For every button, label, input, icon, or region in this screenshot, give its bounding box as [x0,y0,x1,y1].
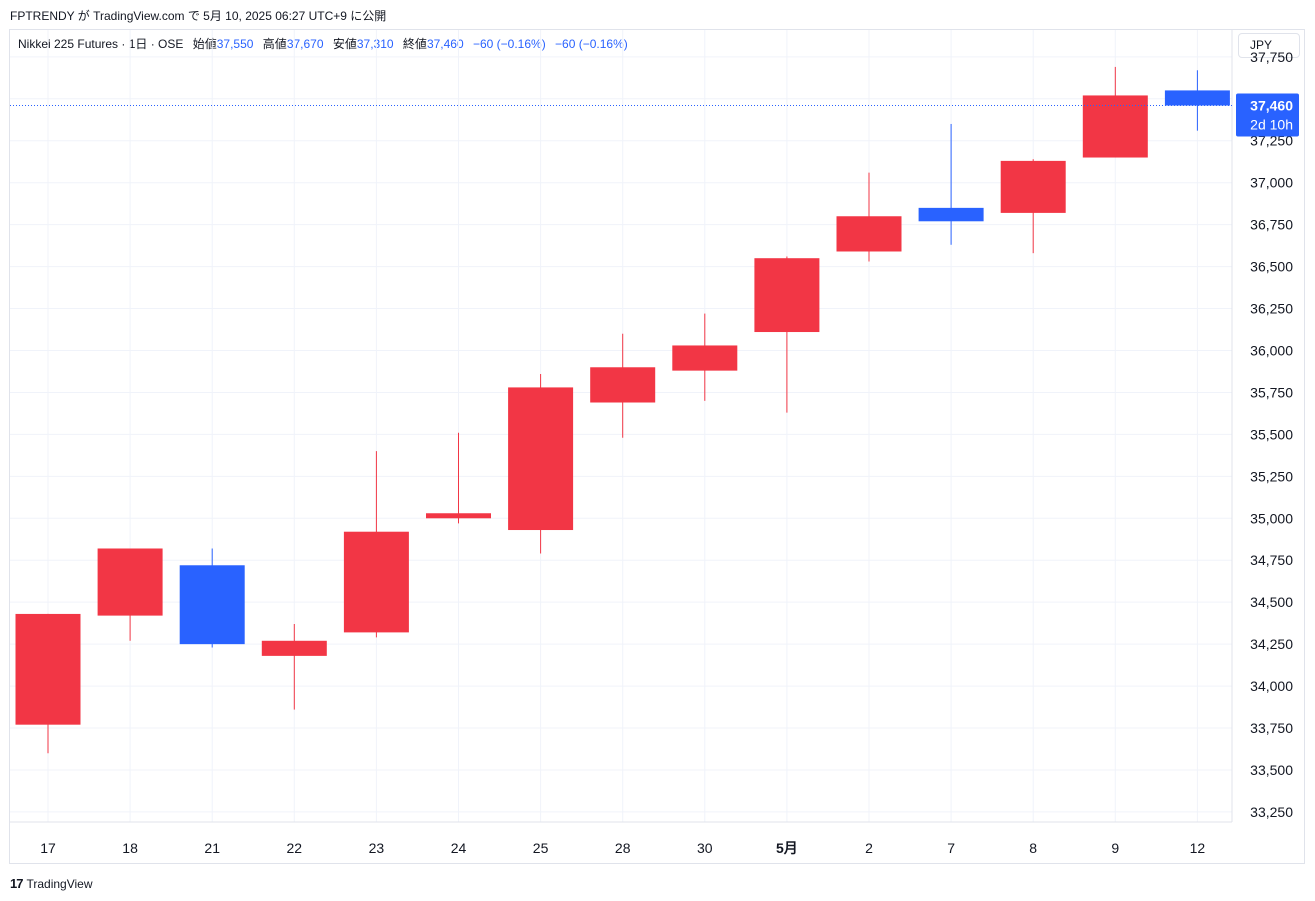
y-tick-label: 34,500 [1250,594,1293,610]
change-value-secondary: −60 (−0.16%) [555,37,628,51]
x-tick-label: 17 [40,840,56,856]
close-label: 終値 [402,37,427,51]
time-axis: 17 18 21 22 23 24 25 28 30 5月 2 7 8 9 12 [10,821,1232,856]
x-tick-label: 24 [451,840,467,856]
candle-body [918,207,984,222]
y-tick-label: 34,000 [1250,678,1293,694]
candle-body [836,216,902,252]
y-tick-label: 33,250 [1250,804,1293,820]
candle-body [179,565,245,645]
last-price-marker: 37,460 2d 10h [10,93,1299,137]
price-axis: 33,250 33,500 33,750 34,000 34,250 34,500 34,7… [1231,30,1293,822]
x-tick-label: 7 [947,840,955,856]
x-tick-label: 8 [1029,840,1037,856]
candle [261,624,327,710]
last-price-label: 37,460 [1250,98,1293,114]
x-tick-label: 12 [1190,840,1206,856]
candle-body [672,345,738,371]
candle [1000,159,1066,254]
candle-body [1164,90,1230,106]
candle [1164,70,1230,131]
currency-button[interactable]: JPY [1238,33,1300,58]
candle-body [754,258,820,333]
x-tick-label: 22 [287,840,303,856]
candle-body [1000,160,1066,213]
candle-body [261,640,327,656]
y-tick-label: 36,250 [1250,301,1293,317]
low-label: 安値 [332,37,357,51]
low-value: 37,310 [356,37,394,51]
x-tick-label: 30 [697,840,713,856]
y-tick-label: 35,000 [1250,510,1293,526]
candles [15,66,1230,754]
candle [754,256,820,413]
candle-body [15,613,81,725]
candle [179,548,245,648]
tradingview-logo-icon: 17 [10,876,24,891]
symbol-name[interactable]: Nikkei 225 Futures · 1日 · OSE [18,37,184,51]
y-tick-label: 34,750 [1250,552,1293,568]
tradingview-brand-text: TradingView [26,876,93,891]
y-tick-label: 35,500 [1250,426,1293,442]
y-tick-label: 36,500 [1250,259,1293,275]
y-tick-label: 37,250 [1250,133,1293,149]
chart-frame[interactable] [9,29,1305,864]
x-tick-label: 5月 [776,840,798,856]
open-value: 37,550 [216,37,254,51]
candle [1082,66,1148,158]
candle-body [590,367,656,403]
candle [508,373,574,554]
candle [918,123,984,245]
high-value: 37,670 [286,37,324,51]
y-tick-label: 37,750 [1250,49,1293,65]
candle [343,451,409,638]
high-label: 高値 [262,37,287,51]
candle [590,333,656,438]
x-tick-label: 25 [533,840,549,856]
tradingview-logo[interactable]: 17 TradingView [10,876,93,891]
grid-lines [10,30,1232,822]
x-tick-label: 18 [122,840,138,856]
candle [15,613,81,754]
y-tick-label: 33,750 [1250,720,1293,736]
candle [836,172,902,262]
x-tick-label: 28 [615,840,631,856]
candle [426,432,491,524]
y-tick-label: 36,000 [1250,342,1293,358]
countdown-label: 2d 10h [1250,117,1293,133]
x-tick-label: 9 [1111,840,1119,856]
change-value: −60 (−0.16%) [472,37,546,51]
candle-body [508,387,574,531]
x-tick-label: 23 [369,840,385,856]
close-value: 37,460 [426,37,464,51]
candle [672,313,738,401]
candle-body [343,531,409,633]
y-tick-label: 34,250 [1250,636,1293,652]
candle [97,548,163,641]
y-tick-label: 35,750 [1250,384,1293,400]
open-label: 始値 [192,37,217,51]
symbol-legend: Nikkei 225 Futures · 1日 · OSE 始値37,550 高… [18,35,628,52]
last-price-tag [1236,93,1299,137]
candle-body [426,513,491,519]
y-tick-label: 35,250 [1250,468,1293,484]
x-tick-label: 2 [865,840,873,856]
y-tick-label: 37,000 [1250,175,1293,191]
x-tick-label: 21 [204,840,220,856]
y-tick-label: 33,500 [1250,762,1293,778]
publish-info: FPTRENDY が TradingView.com で 5月 10, 2025… [10,9,387,23]
y-tick-label: 36,750 [1250,217,1293,233]
candle-body [97,548,163,616]
candle-body [1082,95,1148,158]
